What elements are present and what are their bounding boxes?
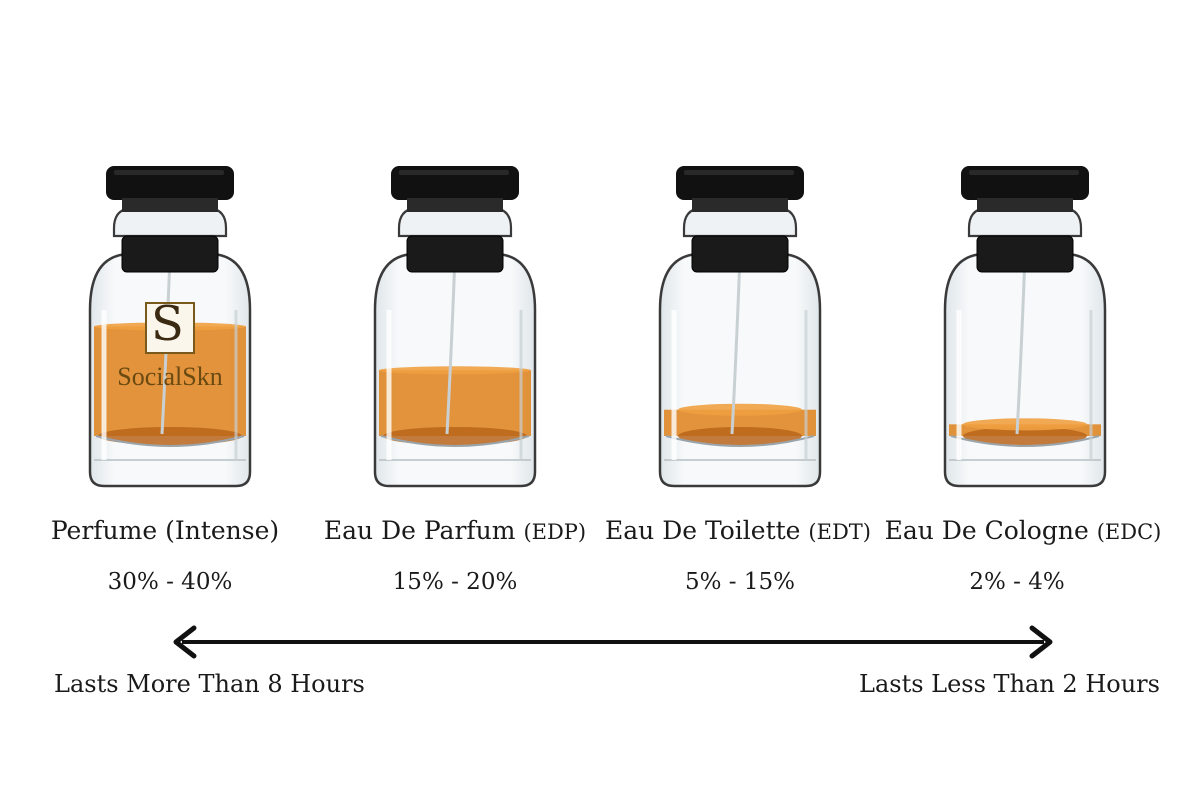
- product-name-edc: Eau De Cologne (EDC): [878, 516, 1168, 545]
- dip-tube: [730, 255, 742, 435]
- product-name-text: Eau De Parfum: [323, 516, 516, 545]
- concentration-perfume: 30% - 40%: [107, 569, 233, 595]
- product-abbr-text: (EDT): [808, 520, 871, 544]
- duration-label-short: Lasts Less Than 2 Hours: [859, 670, 1160, 698]
- bottle-perfume: [70, 160, 270, 500]
- concentration-edc: 2% - 4%: [969, 569, 1065, 595]
- bottle-neck-ring: [112, 206, 228, 238]
- product-name-text: Perfume: [50, 516, 158, 545]
- product-abbr-text: (EDC): [1096, 520, 1162, 544]
- bottle-eau-de-cologne: [925, 160, 1125, 500]
- concentration-edp: 15% - 20%: [392, 569, 518, 595]
- monogram-badge: S: [145, 296, 195, 354]
- bottle-neck-ring: [682, 206, 798, 238]
- bottle-neck-ring: [397, 206, 513, 238]
- product-name-edp: Eau De Parfum (EDP): [310, 516, 600, 545]
- product-name-edt: Eau De Toilette (EDT): [593, 516, 883, 545]
- dip-tube: [445, 255, 457, 435]
- product-abbr-text: (EDP): [523, 520, 587, 544]
- bottle-eau-de-parfum: [355, 160, 555, 500]
- product-name-text: Eau De Toilette: [605, 516, 801, 545]
- monogram-letter: S: [151, 296, 184, 352]
- product-name-perfume: Perfume (Intense): [20, 516, 310, 545]
- concentration-edt: 5% - 15%: [684, 569, 795, 595]
- socialskn-watermark-logo: S SocialSkn: [100, 296, 240, 391]
- liquid-level: [949, 418, 1101, 445]
- brand-name: SocialSkn: [117, 362, 223, 391]
- duration-arrow-icon: [173, 625, 1053, 659]
- product-abbr-text: (Intense): [165, 516, 280, 545]
- liquid-level: [379, 366, 531, 445]
- liquid-level: [664, 403, 816, 445]
- bottle-neck-ring: [967, 206, 1083, 238]
- duration-label-long: Lasts More Than 8 Hours: [54, 670, 365, 698]
- dip-tube: [1015, 255, 1027, 435]
- bottle-eau-de-toilette: [640, 160, 840, 500]
- product-name-text: Eau De Cologne: [884, 516, 1089, 545]
